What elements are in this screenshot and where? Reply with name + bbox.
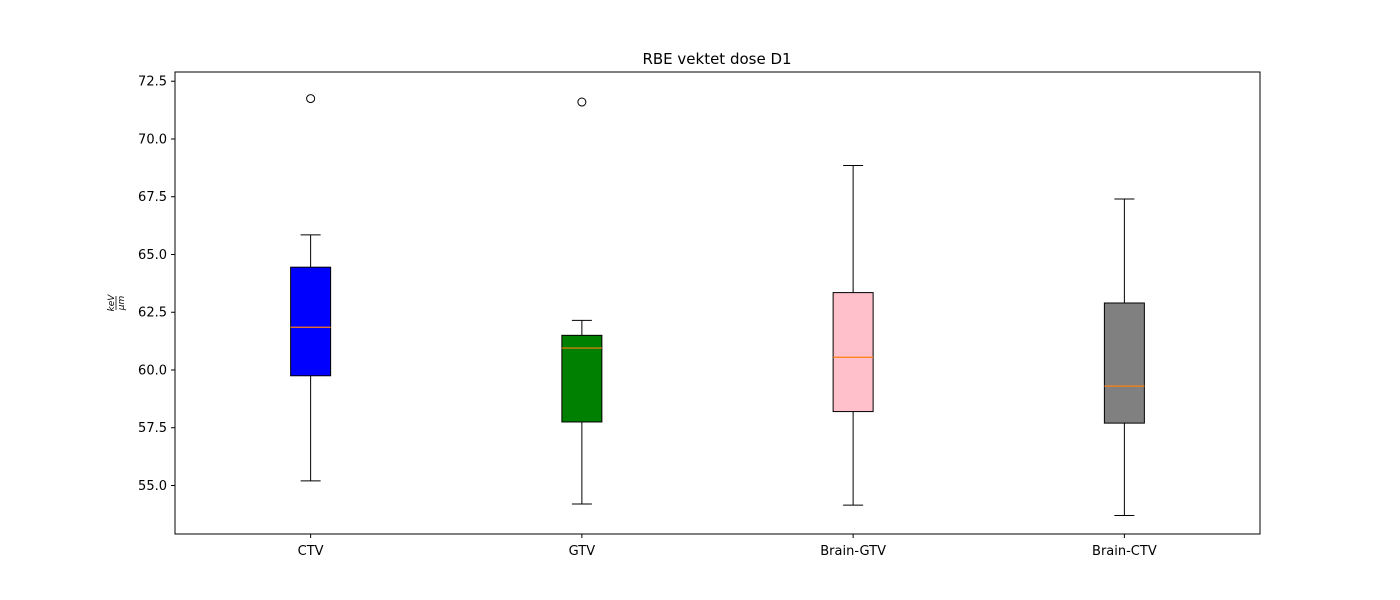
y-tick-label: 62.5 — [138, 306, 167, 321]
box-plot — [832, 165, 874, 506]
y-tick-label: 60.0 — [138, 363, 167, 378]
x-axis-ticks: CTV GTV Brain-GTV Brain-CTV — [298, 534, 1157, 559]
y-tick-label: 57.5 — [138, 421, 167, 436]
y-axis-ticks: 55.0 57.5 60.0 62.5 65.0 67.5 70.0 72.5 — [138, 75, 175, 494]
box-plot — [561, 97, 603, 505]
plot-area-frame — [174, 71, 1261, 535]
y-axis-label-numerator: keV — [107, 294, 117, 312]
box-plot — [290, 94, 332, 482]
x-tick-label: Brain-GTV — [820, 544, 886, 559]
box-iqr — [1103, 302, 1145, 424]
box-iqr — [290, 266, 332, 377]
box-iqr — [832, 292, 874, 413]
box-iqr — [561, 334, 603, 423]
y-tick-label: 55.0 — [138, 479, 167, 494]
box-series — [290, 94, 1145, 517]
y-tick-label: 72.5 — [138, 75, 167, 90]
y-axis-label: keV μm — [107, 294, 127, 312]
y-axis-label-denominator: μm — [117, 296, 127, 312]
y-tick-label: 67.5 — [138, 190, 167, 205]
outlier-point — [577, 97, 587, 107]
box-plot — [1103, 198, 1145, 517]
x-tick-label: CTV — [298, 544, 324, 559]
outlier-point — [306, 94, 316, 104]
y-tick-label: 70.0 — [138, 132, 167, 147]
x-tick-label: Brain-CTV — [1092, 544, 1157, 559]
x-tick-label: GTV — [569, 544, 596, 559]
y-tick-label: 65.0 — [138, 248, 167, 263]
chart-title: RBE vektet dose D1 — [642, 50, 791, 68]
